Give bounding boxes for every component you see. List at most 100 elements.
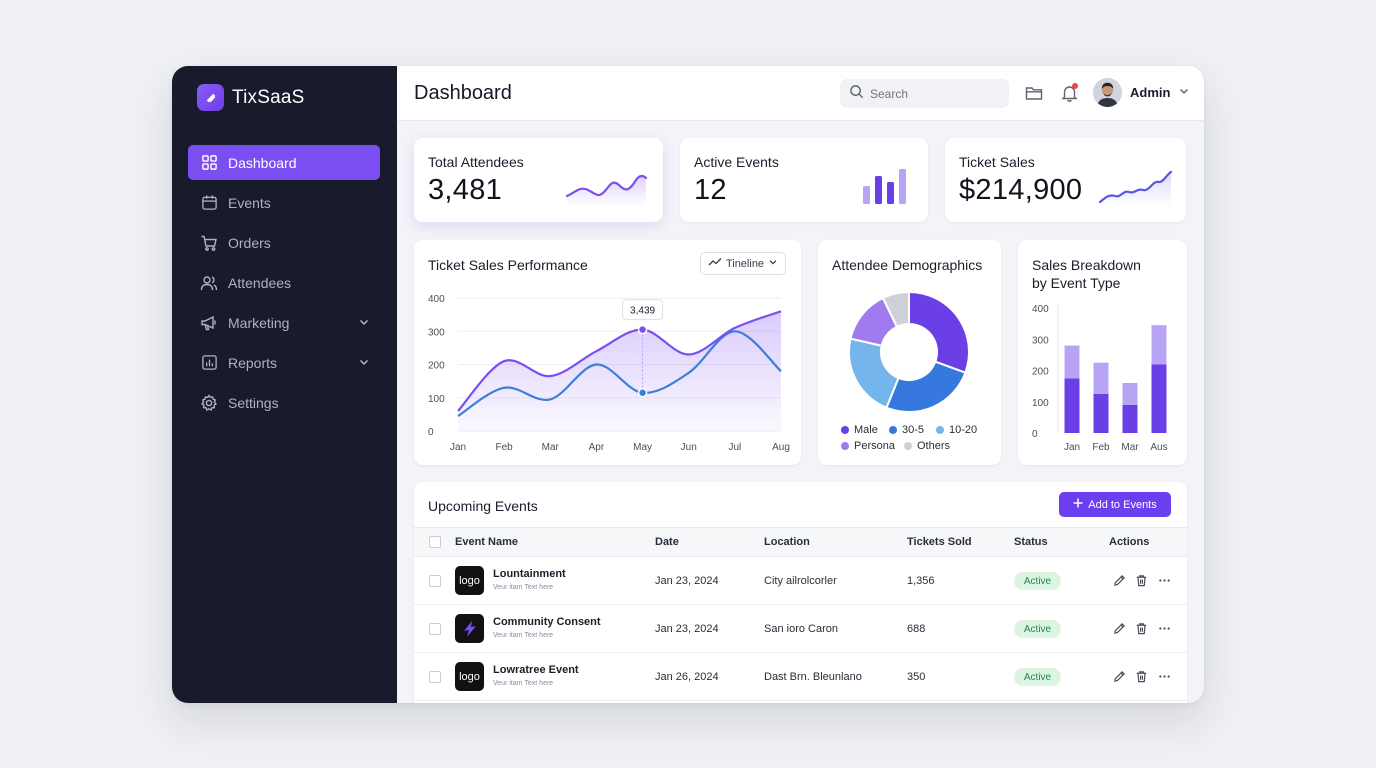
sidebar-item-label: Marketing [228, 314, 290, 331]
bar-segment[interactable] [1064, 345, 1080, 379]
y-tick-label: 0 [1032, 429, 1038, 440]
trash-icon[interactable] [1134, 573, 1148, 587]
stat-card-total-attendees[interactable]: Total Attendees 3,481 [414, 138, 663, 222]
sidebar-item-orders[interactable]: Orders [188, 225, 380, 260]
bar-segment[interactable] [1122, 404, 1138, 433]
lightning-logo-icon [463, 620, 476, 637]
edit-icon[interactable] [1112, 669, 1126, 683]
bar-segment[interactable] [1151, 325, 1167, 365]
data-point[interactable] [637, 324, 648, 335]
bar-segment[interactable] [1093, 362, 1109, 394]
status-badge: Active [1014, 668, 1061, 686]
edit-icon[interactable] [1112, 573, 1126, 587]
x-tick-label: Jun [681, 442, 697, 453]
y-tick-label: 400 [1032, 304, 1049, 315]
more-icon[interactable] [1157, 621, 1171, 635]
sidebar-item-attendees[interactable]: Attendees [188, 265, 380, 300]
grid-icon [200, 154, 218, 172]
chevron-down-icon[interactable] [358, 315, 370, 331]
sidebar-item-events[interactable]: Events [188, 185, 380, 220]
search-icon [849, 84, 864, 104]
add-to-events-button[interactable]: Add to Events [1059, 492, 1171, 517]
sidebar-item-label: Dashboard [228, 154, 297, 171]
folder-icon[interactable] [1024, 83, 1044, 103]
event-subtitle: Veur itam Text here [493, 584, 554, 591]
column-header-actions: Actions [1109, 536, 1150, 548]
sidebar-item-label: Orders [228, 234, 271, 251]
sidebar-item-reports[interactable]: Reports [188, 345, 380, 380]
event-logo: logo [455, 566, 484, 595]
stat-card-ticket-sales[interactable]: Ticket Sales $214,900 [945, 138, 1186, 222]
sidebar-item-settings[interactable]: Settings [188, 385, 380, 420]
chevron-down-icon[interactable] [358, 355, 370, 371]
timeline-dropdown[interactable]: Tineline [700, 252, 786, 275]
ticket-sales-performance-card: Ticket Sales Performance Tineline 0 100 20… [414, 240, 801, 465]
select-all-checkbox[interactable] [429, 536, 441, 548]
trash-icon[interactable] [1134, 621, 1148, 635]
column-header-status[interactable]: Status [1014, 536, 1048, 548]
y-tick-label: 300 [1032, 335, 1049, 346]
card-title: Attendee Demographics [832, 257, 983, 273]
table-row[interactable]: logo Lowratree Event Veur itam Text here… [414, 653, 1187, 701]
user-menu[interactable]: Admin [1093, 78, 1190, 107]
pie-slice[interactable] [908, 290, 970, 375]
sparkline-line [1098, 170, 1173, 206]
card-title: Sales Breakdown by Event Type [1032, 256, 1141, 292]
sidebar-item-dashboard[interactable]: Dashboard [188, 145, 380, 180]
event-logo: logo [455, 662, 484, 691]
card-title-line: Sales Breakdown [1032, 257, 1141, 273]
table-row[interactable]: Community Consent Veur itam Text here Ja… [414, 605, 1187, 653]
trash-icon[interactable] [1134, 669, 1148, 683]
row-checkbox[interactable] [429, 622, 441, 635]
x-tick-label: Feb [1092, 442, 1110, 453]
legend-item-10-20: 10-20 [936, 424, 977, 436]
more-icon[interactable] [1157, 573, 1171, 587]
legend-item-others: Others [904, 440, 950, 452]
event-name[interactable]: Lountainment [493, 568, 566, 580]
pie-slice[interactable] [881, 290, 910, 329]
sidebar-item-marketing[interactable]: Marketing [188, 305, 380, 340]
column-header-date[interactable]: Date [655, 536, 679, 548]
sidebar-item-label: Attendees [228, 274, 292, 291]
y-tick-label: 100 [428, 394, 445, 405]
stat-card-active-events[interactable]: Active Events 12 [680, 138, 928, 222]
legend-swatch [936, 426, 944, 434]
row-checkbox[interactable] [429, 670, 441, 683]
column-header-tickets-sold[interactable]: Tickets Sold [907, 536, 972, 548]
x-tick-label: Jan [450, 442, 466, 453]
brand[interactable]: TixSaaS [197, 84, 305, 111]
x-tick-label: Mar [542, 442, 560, 453]
row-checkbox[interactable] [429, 574, 441, 587]
sidebar: TixSaaS Dashboard Events Orders [172, 66, 397, 703]
upcoming-events-card: Upcoming Events Add to Events Event Name… [414, 482, 1187, 703]
more-icon[interactable] [1157, 669, 1171, 683]
table-row[interactable]: logo Lountainment Veur itam Text here Ja… [414, 557, 1187, 605]
x-tick-label: Aus [1150, 442, 1167, 453]
bar-segment[interactable] [1122, 383, 1138, 405]
bar-segment[interactable] [1151, 364, 1167, 433]
sidebar-item-label: Settings [228, 394, 279, 411]
search-input[interactable] [870, 86, 1000, 101]
status-badge: Active [1014, 620, 1061, 638]
demographics-donut-chart [848, 290, 970, 413]
sales-breakdown-card: Sales Breakdown by Event Type 0 100 200 300… [1018, 240, 1187, 465]
event-location: Dast Brn. Bleunlano [764, 670, 862, 683]
pie-slice[interactable] [885, 360, 967, 413]
column-header-event-name[interactable]: Event Name [455, 536, 518, 548]
edit-icon[interactable] [1112, 621, 1126, 635]
event-name[interactable]: Lowratree Event [493, 664, 579, 676]
event-name[interactable]: Community Consent [493, 616, 601, 628]
y-tick-label: 100 [1032, 398, 1049, 409]
search-box[interactable] [840, 79, 1009, 108]
bar-segment[interactable] [1064, 378, 1080, 433]
tooltip-value: 3,439 [630, 306, 655, 317]
legend-swatch [889, 426, 897, 434]
bell-icon[interactable] [1059, 83, 1079, 103]
pie-slice[interactable] [848, 337, 900, 409]
reports-icon [200, 354, 218, 372]
data-point[interactable] [637, 388, 648, 398]
bar-segment[interactable] [1093, 393, 1109, 433]
x-tick-label: Feb [496, 442, 514, 453]
column-header-location[interactable]: Location [764, 536, 810, 548]
event-logo [455, 614, 484, 643]
